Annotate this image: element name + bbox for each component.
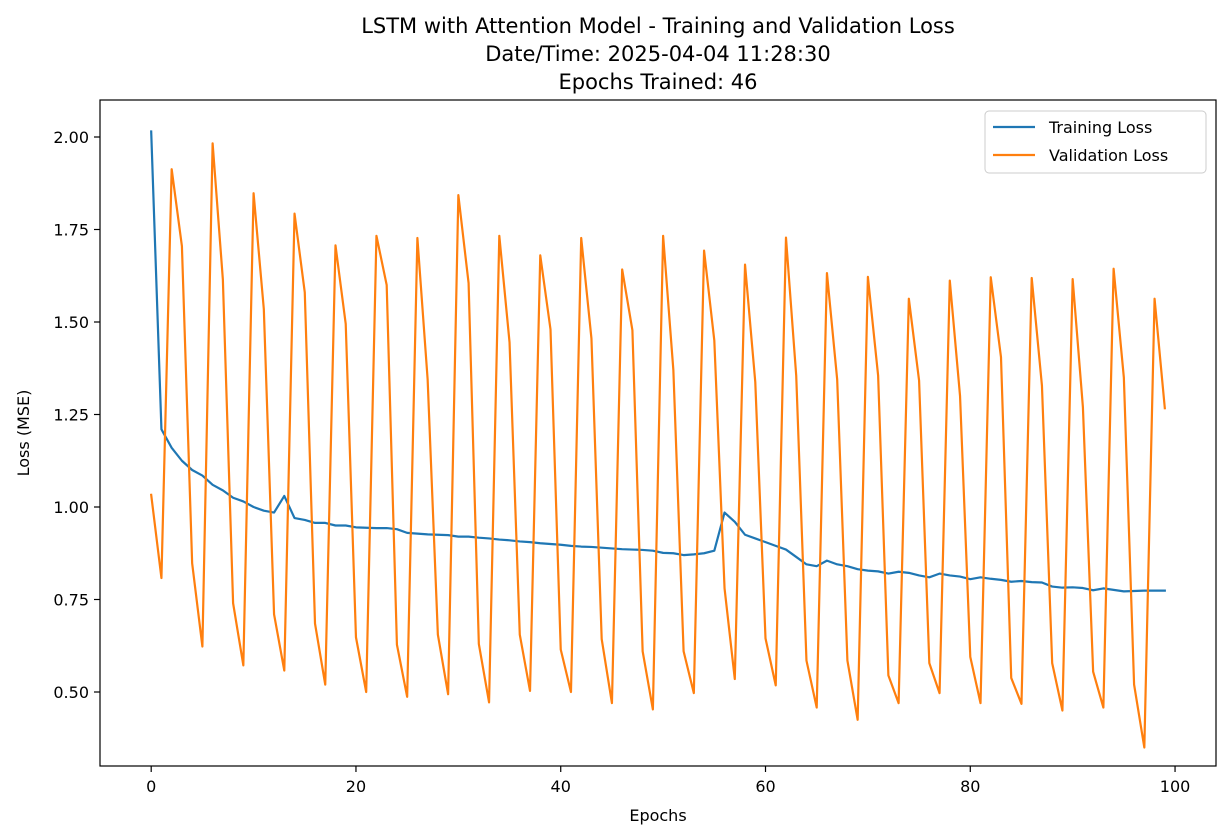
x-tick-label: 80 xyxy=(960,777,980,796)
legend-label-training-loss: Training Loss xyxy=(1048,118,1152,137)
chart-title-line-3: Epochs Trained: 46 xyxy=(558,70,757,94)
y-tick-label: 0.50 xyxy=(53,683,89,702)
x-tick-label: 0 xyxy=(146,777,156,796)
x-tick-label: 40 xyxy=(551,777,571,796)
x-tick-label: 20 xyxy=(346,777,366,796)
plot-area-frame xyxy=(99,99,1217,767)
legend-box xyxy=(984,110,1207,174)
chart-title-line-1: LSTM with Attention Model - Training and… xyxy=(361,14,955,38)
series-line-training-loss xyxy=(150,130,1166,593)
x-axis-label: Epochs xyxy=(629,806,686,825)
y-tick-label: 2.00 xyxy=(53,128,89,147)
x-tick-label: 60 xyxy=(755,777,775,796)
y-tick-label: 1.25 xyxy=(53,406,89,425)
y-tick-label: 1.50 xyxy=(53,313,89,332)
y-axis-label: Loss (MSE) xyxy=(14,390,33,477)
x-axis-ticks: 0 20 40 60 80 100 xyxy=(146,766,1190,796)
y-tick-label: 1.00 xyxy=(53,498,89,517)
legend-label-validation-loss: Validation Loss xyxy=(1049,146,1168,165)
x-tick-label: 100 xyxy=(1160,777,1191,796)
chart-title-line-2: Date/Time: 2025-04-04 11:28:30 xyxy=(485,42,830,66)
series-line-validation-loss xyxy=(149,142,1167,749)
plot-lines xyxy=(149,130,1167,749)
y-axis-ticks: 0.50 0.75 1.00 1.25 1.50 1.75 2.00 xyxy=(53,128,100,702)
legend: Training Loss Validation Loss xyxy=(984,110,1207,174)
y-tick-label: 0.75 xyxy=(53,591,89,610)
y-tick-label: 1.75 xyxy=(53,221,89,240)
